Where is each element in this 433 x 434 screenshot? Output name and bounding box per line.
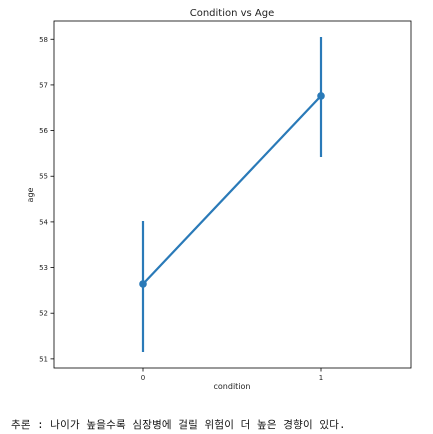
y-tick-label: 54 — [39, 218, 48, 226]
x-tick-label: 0 — [141, 374, 145, 382]
plot-area — [53, 20, 412, 369]
y-tick-label: 51 — [39, 355, 48, 363]
data-point — [139, 280, 147, 288]
x-axis-label: condition — [214, 382, 251, 391]
chart-title: Condition vs Age — [190, 8, 275, 19]
y-tick-label: 55 — [39, 173, 48, 181]
data-point — [317, 92, 325, 100]
x-tick-label: 1 — [319, 374, 323, 382]
y-tick-label: 53 — [39, 264, 48, 272]
inference-caption: 추론 : 나이가 높을수록 심장병에 걸릴 위험이 더 높은 경향이 있다. — [11, 419, 346, 431]
y-tick-label: 57 — [39, 81, 48, 89]
y-tick-label: 56 — [39, 127, 48, 135]
y-tick-label: 52 — [39, 310, 48, 318]
y-tick-label: 58 — [39, 36, 48, 44]
y-axis: 51 52 53 54 55 56 57 58 — [39, 36, 54, 363]
y-axis-label: age — [26, 187, 35, 202]
series-marks — [139, 36, 325, 353]
series-line — [142, 95, 322, 285]
